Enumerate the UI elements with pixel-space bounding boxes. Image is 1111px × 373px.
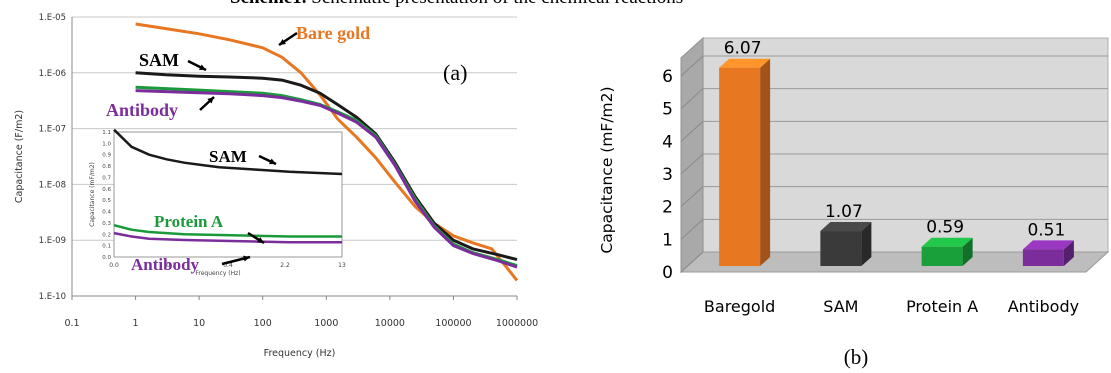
inset-annotation-antibody: Antibody [131,255,200,274]
y-tick-label: 1.E-08 [39,180,66,190]
bar-side-protein-a [962,237,973,266]
y-gridline-side [680,153,704,175]
y-tick-label: 1.E-06 [39,69,66,79]
inset-y-tick-label: 0.6 [102,187,111,193]
x-tick-label: 10000 [375,318,405,329]
inset-series-line-protein-a [113,223,342,238]
series-line-sam [135,71,518,262]
figure-caption: Scheme1. Schematic presentation of the c… [230,0,930,9]
x-tick-label: 100 [254,318,272,329]
y-tick-label: 2 [662,198,673,218]
y-gridline-side [680,55,704,77]
inset-y-tick-label: 0.9 [102,153,111,159]
caption-text: Schematic presentation of the chemical r… [307,0,683,8]
bar-top-protein-a [921,237,973,247]
y-tick-label: 3 [662,165,673,185]
inset-y-tick-label: 0.1 [102,244,111,250]
category-label-antibody: Antibody [1008,297,1079,316]
y-axis-label: Capacitance (mF/m2) [598,86,616,253]
annotation-sam: SAM [139,50,179,70]
y-tick-label: 1.E-05 [39,13,66,23]
inset-series-line-sam [113,128,343,176]
capacitance-frequency-chart: 1.E-10 1.E-09 1.E-08 1.E-07 1.E-06 1.E-05 0.1 1… [14,13,538,359]
bar-top-antibody [1022,240,1074,250]
bar-antibody [1022,249,1064,266]
bar-top-sam [820,222,872,232]
x-tick-label: 1000000 [496,318,538,329]
inset-x-tick-label: 2.2 [280,262,290,269]
x-axis-label: Frequency (Hz) [264,348,336,359]
inset-y-axis-label: Capacitance (mF/m2) [89,162,96,227]
bar-side-sam [861,222,872,266]
caption-bold: Scheme1. [230,0,307,8]
annotation-bare-gold: Bare gold [296,23,370,43]
y-tick-label: 5 [662,100,673,120]
y-axis-label: Capacitance (F/m2) [14,110,25,203]
category-label-protein-a: Protein A [906,297,978,316]
inset-x-tick-label: 0.1 [166,262,176,269]
annotation-antibody: Antibody [106,100,178,120]
bar-top-baregold [719,58,771,68]
panel-label-b: (b) [844,345,869,369]
inset-x-tick-label: 0.0 [109,262,119,269]
inset-y-tick-label: 0.7 [102,175,111,181]
y-tick-label: 6 [662,67,673,87]
inset-y-tick-label: 0.0 [102,255,111,261]
x-tick-label: 1 [133,318,139,329]
inset-annotation-sam: SAM [209,147,247,166]
value-label-antibody: 0.51 [1027,220,1065,240]
inset-annotation-protein-a: Protein A [154,212,224,231]
panel-label-a: (a) [443,60,467,85]
bar-side-baregold [760,58,771,266]
bar-sam [820,231,862,266]
y-gridline-side [680,251,704,273]
inset-y-tick-label: 0.5 [102,198,111,204]
arrow-sam-head [199,64,206,70]
y-tick-label: 0 [662,263,673,283]
y-tick-label: 1.E-10 [39,292,66,302]
y-tick-label: 4 [662,132,673,152]
y-tick-label: 1.E-09 [39,236,66,246]
inset-series-line-antibody [113,231,342,244]
x-tick-label: 1000 [314,318,338,329]
y-tick-label: 1 [662,230,673,250]
x-tick-label: 0.1 [64,318,79,329]
inset-x-tick-label: 0.4 [223,262,233,269]
y-tick-label: 1.E-07 [39,125,66,135]
bar-side-antibody [1063,240,1074,266]
value-label-protein-a: 0.59 [926,218,964,238]
category-label-baregold: Baregold [704,297,775,316]
value-label-baregold: 6.07 [724,39,762,59]
inset-x-tick-label: 13 [338,262,346,269]
bar-protein-a [921,246,963,266]
y-gridline-side [680,88,704,110]
inset-x-axis-label: Frequency (Hz) [195,270,240,277]
y-gridline-side [680,120,704,142]
bar-baregold [719,67,761,266]
series-line-bare-gold [135,22,519,282]
value-label-sam: 1.07 [825,202,863,222]
x-tick-label: 10 [193,318,205,329]
series-line-antibody [135,89,518,269]
category-label-sam: SAM [823,297,858,316]
x-tick-label: 100000 [435,318,471,329]
arrow-antibody-head [207,97,214,104]
y-gridline-side [680,186,704,208]
inset-arrow-antibody-head [243,255,250,262]
inset-y-tick-label: 0.3 [102,221,111,227]
inset-arrow-sam-head [269,158,276,165]
inset-y-tick-label: 0.8 [102,164,111,170]
inset-y-tick-label: 1.0 [102,141,111,147]
arrow-bare-gold-head [279,38,286,45]
inset-y-tick-label: 0.2 [102,232,111,238]
inset-y-tick-label: 1.1 [102,130,111,136]
inset-arrow-protein-a-head [257,237,264,243]
y-gridline-side [680,218,704,240]
inset-y-tick-label: 0.4 [102,210,111,216]
